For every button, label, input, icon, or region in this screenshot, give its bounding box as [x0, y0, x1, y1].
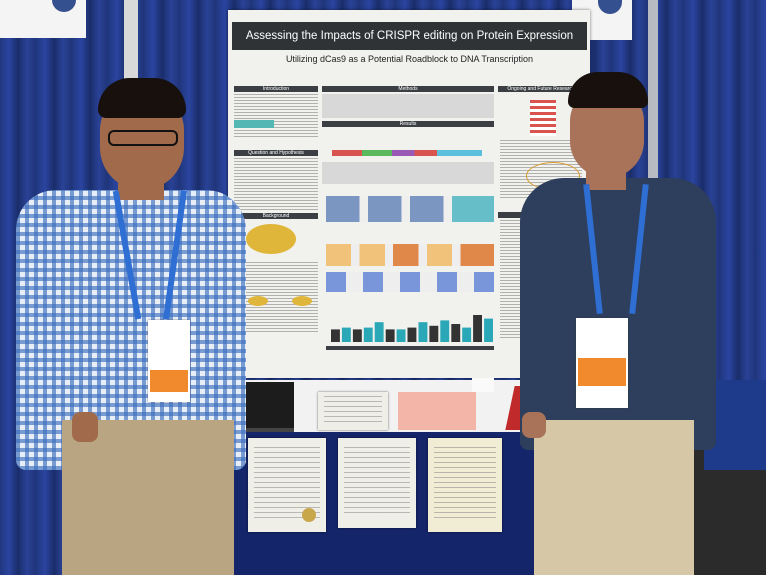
background-figure-2: [292, 296, 312, 306]
section-ongoing: Ongoing and Future Research: [498, 86, 584, 92]
background-diagram: [246, 224, 296, 254]
results-histogram-row: [326, 196, 494, 222]
person-left-glasses: [108, 130, 178, 146]
person-right-shirt: [520, 178, 716, 450]
person-right-badge-stripe: [578, 358, 626, 386]
person-right-pants: [534, 420, 694, 575]
business-cards: [472, 378, 494, 392]
poster-bar: [473, 315, 482, 342]
poster-bar: [374, 322, 384, 342]
hanging-sign-logo-left: [52, 0, 76, 12]
poster-bar: [363, 327, 373, 342]
poster-bar: [385, 329, 395, 342]
poster-bar: [451, 324, 461, 342]
poster-bar: [352, 329, 362, 342]
person-right-hair: [568, 72, 648, 108]
person-left-pants: [62, 420, 234, 575]
table-handout: [318, 392, 388, 430]
section-question: Question and Hypothesis: [234, 150, 318, 156]
poster-subtitle: Utilizing dCas9 as a Potential Roadblock…: [285, 54, 534, 64]
methods-figure: [322, 94, 494, 118]
poster-bar: [407, 327, 417, 342]
question-text: [234, 158, 318, 210]
poster-bar: [418, 322, 428, 342]
section-background: Background: [234, 213, 318, 219]
person-left-badge-stripe: [150, 370, 188, 392]
booth-pole: [124, 0, 138, 80]
section-results: Results: [322, 121, 494, 127]
poster-bar: [331, 329, 340, 342]
results-dot-row: [326, 272, 494, 292]
hanging-sign-logo-right: [598, 0, 622, 14]
cloth-document-3: [428, 438, 502, 532]
pink-handout: [398, 392, 476, 430]
poster-bar: [462, 327, 472, 342]
section-methods: Methods: [322, 86, 494, 92]
poster-bar: [396, 329, 406, 342]
poster-bar: [429, 325, 439, 342]
poster-title: Assessing the Impacts of CRISPR editing …: [232, 22, 587, 50]
results-bar-caption: [326, 346, 494, 350]
results-bar-chart: [331, 315, 493, 342]
cloth-document-2: [338, 438, 416, 528]
introduction-text: [234, 94, 318, 138]
introduction-teal-box: [234, 120, 274, 128]
ongoing-figure: [530, 100, 556, 136]
person-left-hand: [72, 412, 98, 442]
poster-bar: [341, 327, 351, 342]
poster-bar: [484, 318, 493, 342]
person-left-hair: [98, 78, 186, 118]
results-heatmap-row: [326, 244, 494, 266]
results-gene-map: [332, 150, 482, 156]
background-figure-1: [248, 296, 268, 306]
results-flow-figure: [322, 162, 494, 184]
gold-seal: [302, 508, 316, 522]
person-right-hand: [522, 412, 546, 438]
poster-bar: [440, 320, 450, 342]
section-introduction: Introduction: [234, 86, 318, 92]
